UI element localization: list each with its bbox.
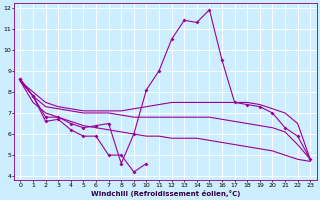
- X-axis label: Windchill (Refroidissement éolien,°C): Windchill (Refroidissement éolien,°C): [91, 190, 240, 197]
